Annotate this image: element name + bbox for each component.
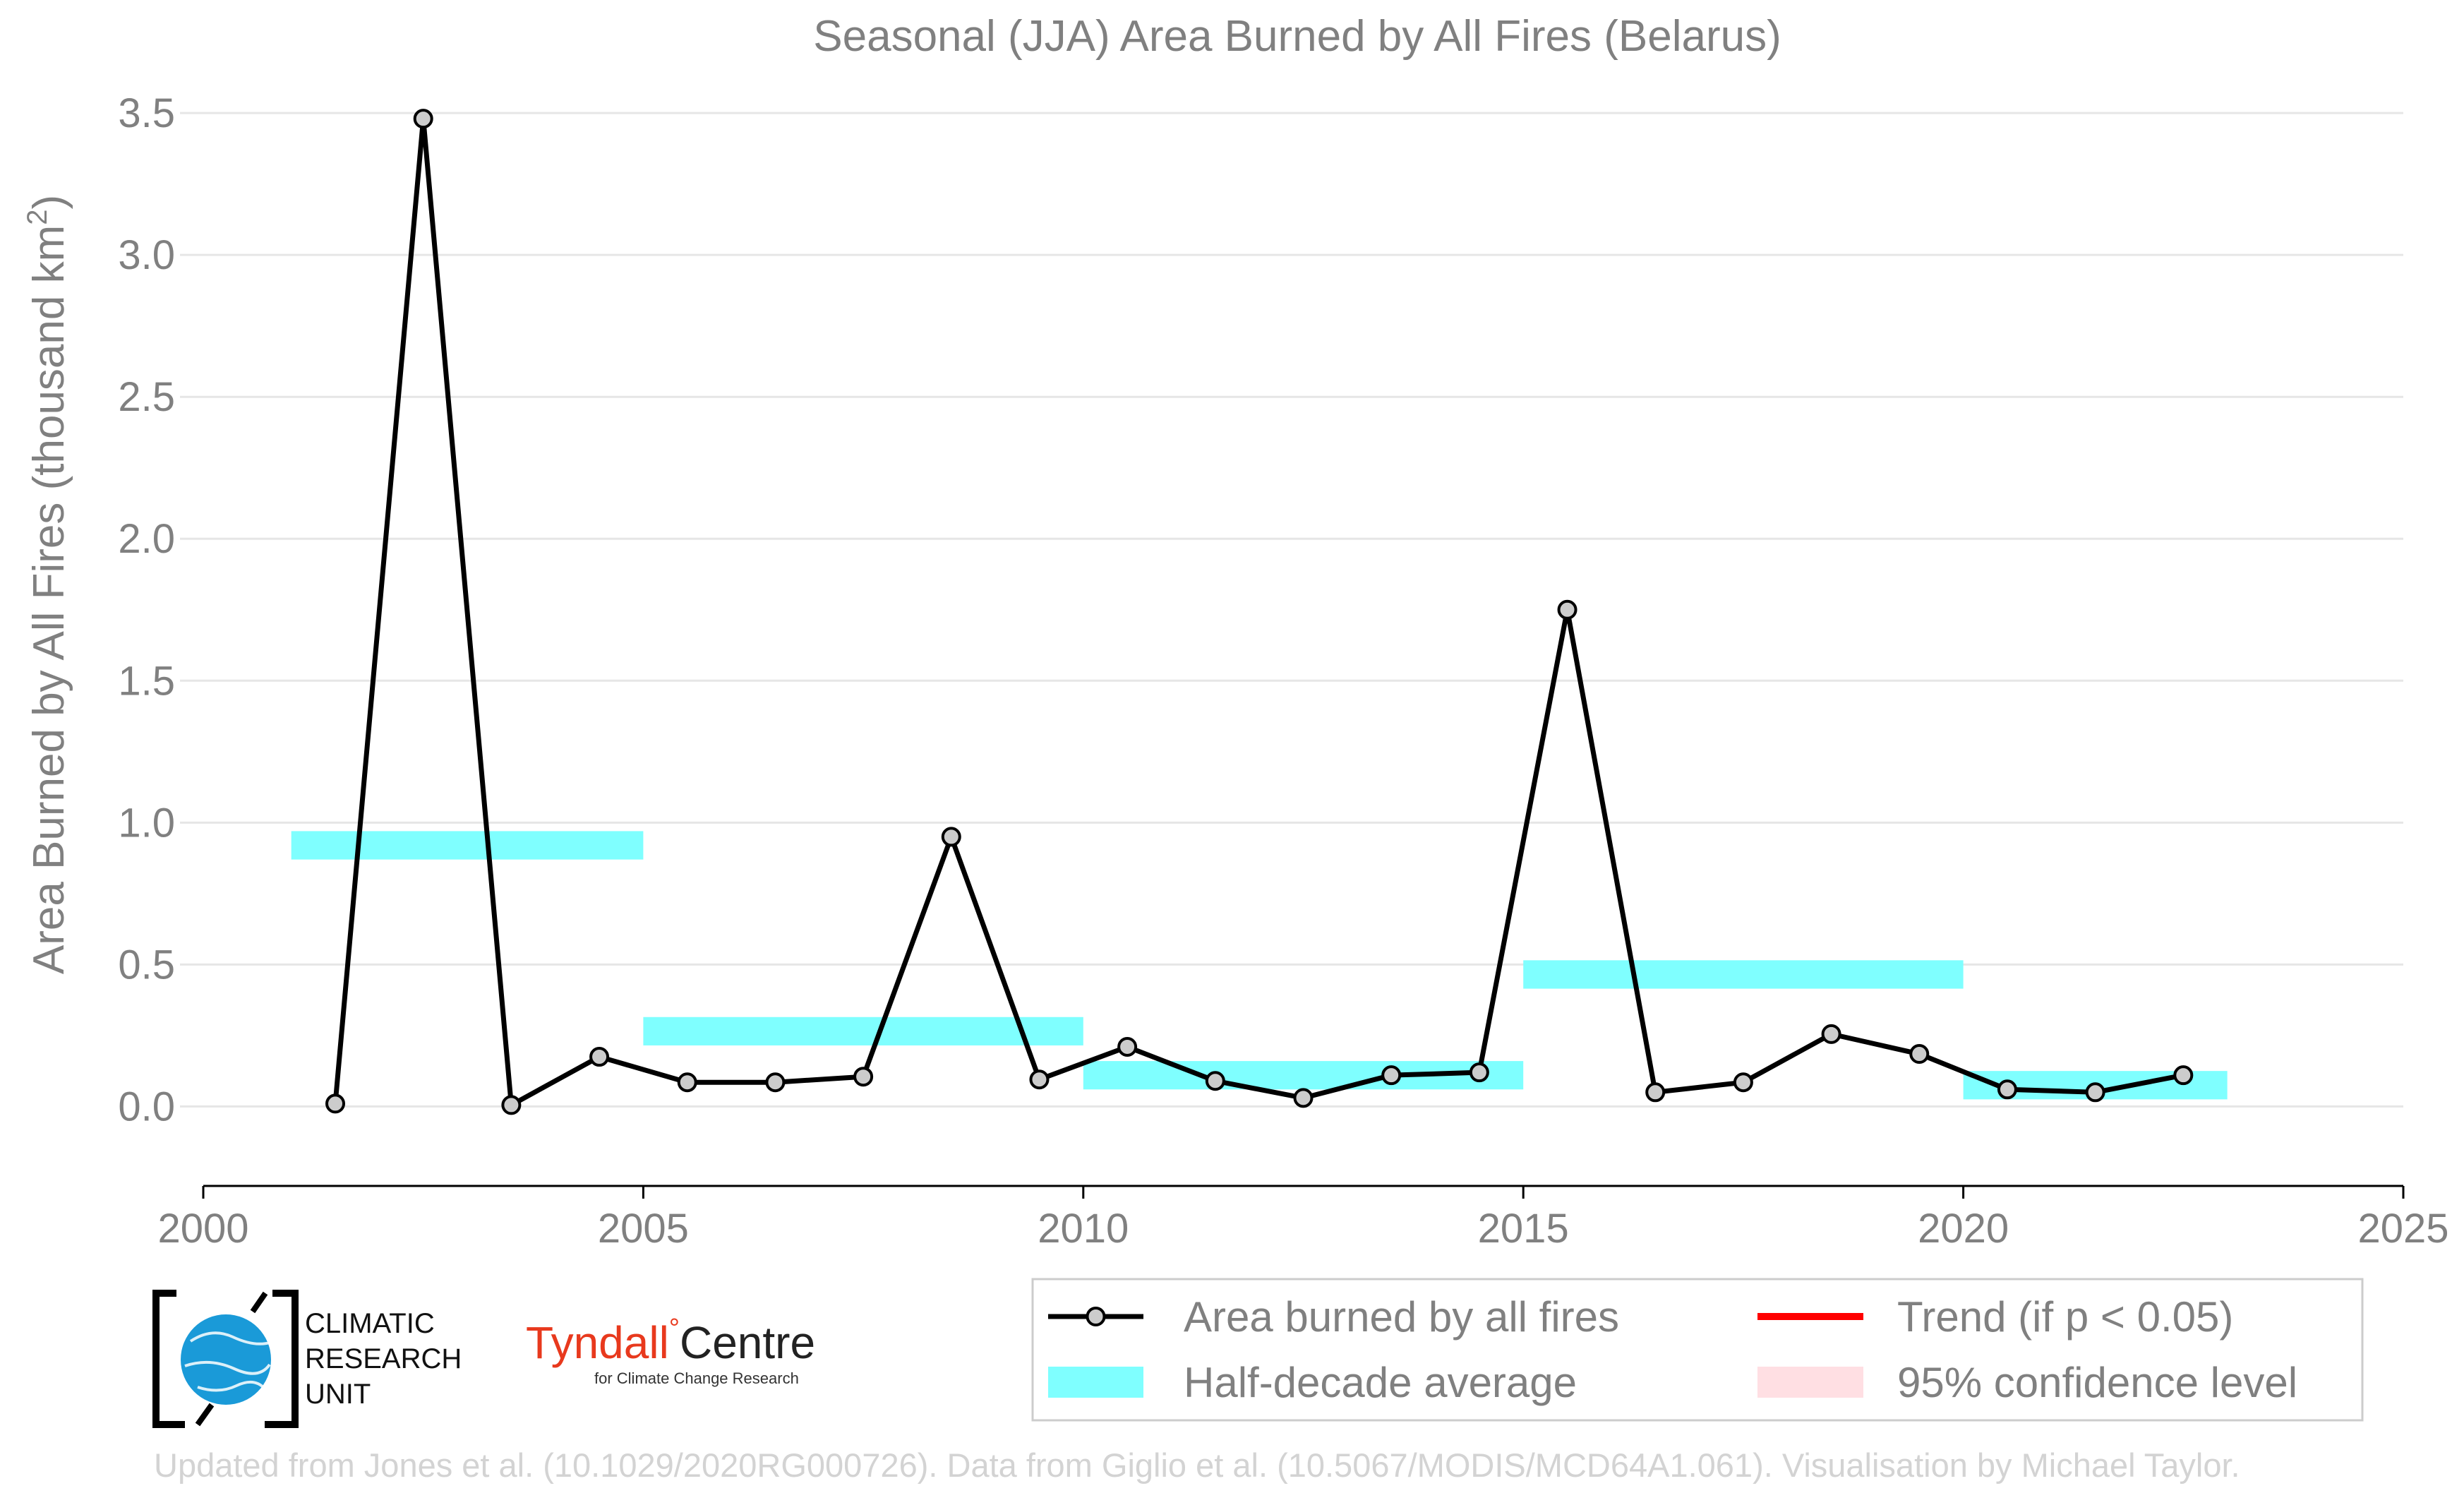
y-axis-label: Area Burned by All Fires (thousand km2) — [22, 195, 73, 974]
axes: 0.0 0.5 1.0 1.5 2.0 2.5 3.0 3.5 2000 2005 2010 2015… — [118, 90, 2448, 1252]
data-point-10 — [1205, 1071, 1225, 1091]
data-point-16 — [1733, 1072, 1753, 1093]
tyndall-subtitle: for Climate Change Research — [594, 1369, 799, 1387]
tyndall-name: Tyndall — [526, 1317, 669, 1368]
data-point-0 — [325, 1093, 346, 1114]
legend-label-3: 95% confidence level — [1897, 1359, 2297, 1406]
x-tick-label-5: 2025 — [2357, 1206, 2448, 1252]
data-point-4 — [677, 1072, 697, 1093]
globe-icon — [181, 1314, 271, 1405]
x-tick-label-2: 2010 — [1038, 1206, 1129, 1252]
y-tick-label-4: 2.0 — [118, 516, 175, 562]
data-point-11 — [1293, 1088, 1314, 1108]
half-decade-band-3 — [1523, 960, 1964, 989]
data-point-7 — [941, 827, 961, 847]
x-tick-label-3: 2015 — [1478, 1206, 1569, 1252]
data-point-8 — [1029, 1069, 1050, 1090]
legend-marker-0 — [1086, 1307, 1106, 1326]
legend-label-0: Area burned by all fires — [1184, 1293, 1619, 1341]
data-point-17 — [1821, 1024, 1841, 1044]
x-tick-label-4: 2020 — [1918, 1206, 2009, 1252]
tyndall-logo: Tyndall°Centre — [526, 1314, 816, 1369]
half-decade-band-0 — [291, 831, 644, 860]
cru-bracket-cut — [195, 1291, 268, 1427]
legend-label-1: Trend (if p < 0.05) — [1897, 1293, 2233, 1341]
data-point-20 — [2085, 1082, 2105, 1103]
tyndall-centre: Centre — [679, 1317, 816, 1368]
data-point-13 — [1469, 1062, 1489, 1083]
legend-swatch-2 — [1048, 1367, 1143, 1398]
y-tick-label-0: 0.0 — [118, 1084, 175, 1129]
grid-lines — [180, 112, 2403, 1108]
x-tick-label-0: 2000 — [157, 1206, 248, 1252]
cru-line-2: RESEARCH — [305, 1343, 462, 1374]
footer-credit: Updated from Jones et al. (10.1029/2020R… — [154, 1446, 2240, 1484]
cru-bracket-right — [265, 1290, 299, 1428]
cru-logo — [152, 1290, 299, 1428]
data-point-5 — [765, 1072, 786, 1093]
y-tick-label-3: 1.5 — [118, 658, 175, 704]
legend-box — [1031, 1278, 2364, 1422]
data-point-19 — [1997, 1079, 2017, 1100]
globe-continent-icon — [184, 1331, 271, 1392]
tyndall-degree: ° — [668, 1314, 680, 1343]
y-tick-label-2: 1.0 — [118, 800, 175, 846]
y-tick-label-7: 3.5 — [118, 90, 175, 136]
y-tick-label-6: 3.0 — [118, 232, 175, 278]
chart-title: Seasonal (JJA) Area Burned by All Fires … — [813, 12, 1781, 61]
half-decade-band-1 — [643, 1017, 1083, 1045]
cru-bracket-left — [152, 1290, 185, 1428]
y-tick-label-1: 0.5 — [118, 942, 175, 988]
series-area-burned — [325, 109, 2194, 1115]
legend-swatch-3 — [1757, 1367, 1863, 1398]
series-line — [332, 116, 2184, 1108]
data-point-15 — [1645, 1082, 1666, 1103]
data-point-2 — [501, 1095, 522, 1115]
y-tick-label-5: 2.5 — [118, 374, 175, 420]
x-tick-label-1: 2005 — [598, 1206, 689, 1252]
data-point-9 — [1117, 1036, 1138, 1057]
cru-line-3: UNIT — [305, 1379, 371, 1410]
data-point-3 — [589, 1047, 610, 1067]
data-point-14 — [1557, 599, 1577, 620]
data-point-18 — [1909, 1044, 1930, 1065]
legend-label-2: Half-decade average — [1184, 1359, 1577, 1406]
data-point-6 — [853, 1067, 874, 1087]
data-point-1 — [413, 109, 433, 129]
data-point-12 — [1381, 1065, 1402, 1086]
cru-line-1: CLIMATIC — [305, 1308, 435, 1339]
legend: Area burned by all fires Trend (if p < 0.… — [1031, 1278, 2364, 1422]
data-point-21 — [2173, 1065, 2194, 1086]
cru-logo-text: CLIMATIC RESEARCH UNIT — [305, 1306, 462, 1412]
